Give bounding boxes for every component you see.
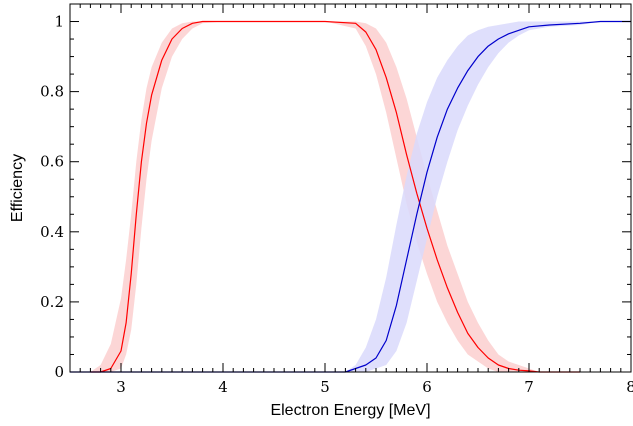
- uncertainty-bands: [70, 21, 631, 372]
- y-tick-label: 0: [54, 363, 64, 381]
- series-1-line: [90, 20, 580, 373]
- x-tick-label: 7: [524, 378, 534, 396]
- x-axis-label: Electron Energy [MeV]: [270, 402, 430, 419]
- x-tick-labels: 3 4 5 6 7 8: [116, 378, 633, 396]
- y-tick-labels: 0 0.2 0.4 0.6 0.8 1: [40, 13, 64, 381]
- y-tick-label: 0.2: [40, 293, 64, 311]
- series-1-band: [90, 21, 581, 372]
- y-tick-label: 0.8: [40, 83, 64, 101]
- plot-frame: [69, 3, 632, 373]
- y-tick-label: 0.6: [40, 153, 64, 171]
- x-tick-label: 5: [320, 378, 330, 396]
- series-lines: [70, 20, 631, 373]
- axis-ticks: [70, 4, 632, 373]
- x-tick-label: 3: [116, 378, 126, 396]
- x-tick-label: 6: [422, 378, 432, 396]
- x-tick-label: 4: [218, 378, 228, 396]
- x-tick-label: 8: [626, 378, 633, 396]
- y-axis-label: Efficiency: [9, 154, 26, 222]
- y-tick-label: 1: [54, 13, 64, 31]
- series-2-line: [70, 20, 631, 373]
- y-tick-label: 0.4: [40, 223, 64, 241]
